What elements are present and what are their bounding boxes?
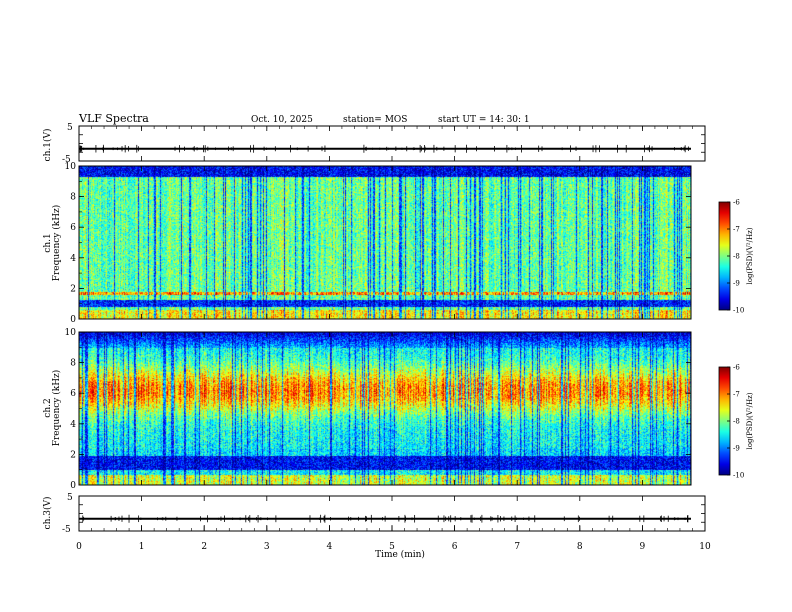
ch1-spectrogram-ytick: 10	[65, 162, 77, 172]
ch2-spectrogram-ytick: 10	[65, 328, 77, 338]
ch3-ytick-bottom: -5	[62, 525, 71, 535]
ch1-waveform-frame	[78, 125, 706, 162]
time-axis-tick: 6	[452, 542, 458, 552]
ch2-colorbar-gradient	[719, 367, 730, 475]
ch1-colorbar-gradient	[719, 202, 730, 310]
ch2-spectrogram-ytick: 4	[70, 420, 76, 430]
ch2-spectrogram-ylabel-frequency: Frequency (kHz)	[51, 370, 62, 447]
ch2-colorbar-tick: -8	[733, 418, 740, 426]
time-axis-tick: 2	[201, 542, 207, 552]
ch2-colorbar-tick: -6	[733, 364, 740, 372]
ch1-ytick-bottom: -5	[62, 155, 71, 165]
ch1-colorbar-tick: -10	[733, 307, 744, 315]
ch2-colorbar-tick: -7	[733, 391, 740, 399]
figure-title: VLF Spectra	[78, 112, 149, 125]
ch1-spectrogram-ytick: 6	[70, 223, 76, 233]
ch1-colorbar: -6 -7 -8 -9 -10 log(PSD)(V²/Hz)	[718, 199, 754, 315]
ch2-spectrogram-ytick: 6	[70, 389, 76, 399]
ch2-colorbar-label: log(PSD)(V²/Hz)	[746, 392, 754, 449]
ch1-spectrogram-ylabel-frequency: Frequency (kHz)	[51, 205, 62, 282]
ch2-spectrogram-ylabel-channel: ch.2	[43, 398, 53, 417]
ch2-spectrogram-ytick: 8	[70, 359, 76, 369]
station-label: station= MOS	[343, 115, 407, 125]
ch2-spectrogram-ytick: 2	[70, 450, 76, 460]
time-axis: 0 1 2 3 4 5 6 7 8 9 10	[76, 126, 711, 552]
ch1-colorbar-tick: -7	[733, 226, 740, 234]
time-axis-tick: 7	[514, 542, 520, 552]
time-axis-tick: 9	[640, 542, 646, 552]
date-label: Oct. 10, 2025	[251, 115, 313, 125]
time-axis-tick: 5	[389, 542, 395, 552]
ch1-colorbar-label: log(PSD)(V²/Hz)	[746, 227, 754, 284]
ch1-spectrogram-image	[79, 166, 691, 319]
ch1-colorbar-tick: -9	[733, 280, 740, 288]
ch3-ytick-top: 5	[67, 493, 73, 503]
time-axis-label: Time (min)	[375, 549, 425, 560]
time-axis-tick: 3	[264, 542, 270, 552]
time-axis-tick: 4	[327, 542, 333, 552]
ch1-colorbar-tick: -6	[733, 199, 740, 207]
ch1-spectrogram-ylabel-channel: ch.1	[43, 233, 53, 252]
ch2-spectrogram-image	[79, 332, 691, 485]
ch2-spectrogram-panel: 10 8 6 4 2 0 ch.2 Frequency (kHz)	[43, 328, 692, 491]
time-axis-tick: 10	[699, 542, 711, 552]
ch1-spectrogram-ytick: 0	[70, 315, 76, 325]
ch1-colorbar-tick: -8	[733, 253, 740, 261]
ch1-waveform-panel: 5 -5 ch.1(V)	[42, 123, 706, 165]
ch2-colorbar-tick: -9	[733, 445, 740, 453]
time-axis-tick: 0	[76, 542, 82, 552]
start-ut-label: start UT = 14: 30: 1	[438, 115, 530, 125]
ch1-waveform-ylabel: ch.1(V)	[42, 129, 53, 162]
ch1-spectrogram-ytick: 8	[70, 193, 76, 203]
time-axis-tick: 1	[139, 542, 145, 552]
ch2-spectrogram-ytick: 0	[70, 481, 76, 491]
ch2-colorbar: -6 -7 -8 -9 -10 log(PSD)(V²/Hz)	[718, 364, 754, 480]
ch1-ytick-top: 5	[67, 123, 73, 133]
ch3-waveform-ylabel: ch.3(V)	[42, 497, 53, 530]
ch2-colorbar-tick: -10	[733, 472, 744, 480]
ch1-spectrogram-panel: 10 8 6 4 2 0 ch.1 Frequency (kHz)	[43, 162, 692, 325]
ch1-spectrogram-ytick: 2	[70, 284, 76, 294]
time-axis-tick: 8	[577, 542, 583, 552]
ch1-spectrogram-ytick: 4	[70, 254, 76, 264]
